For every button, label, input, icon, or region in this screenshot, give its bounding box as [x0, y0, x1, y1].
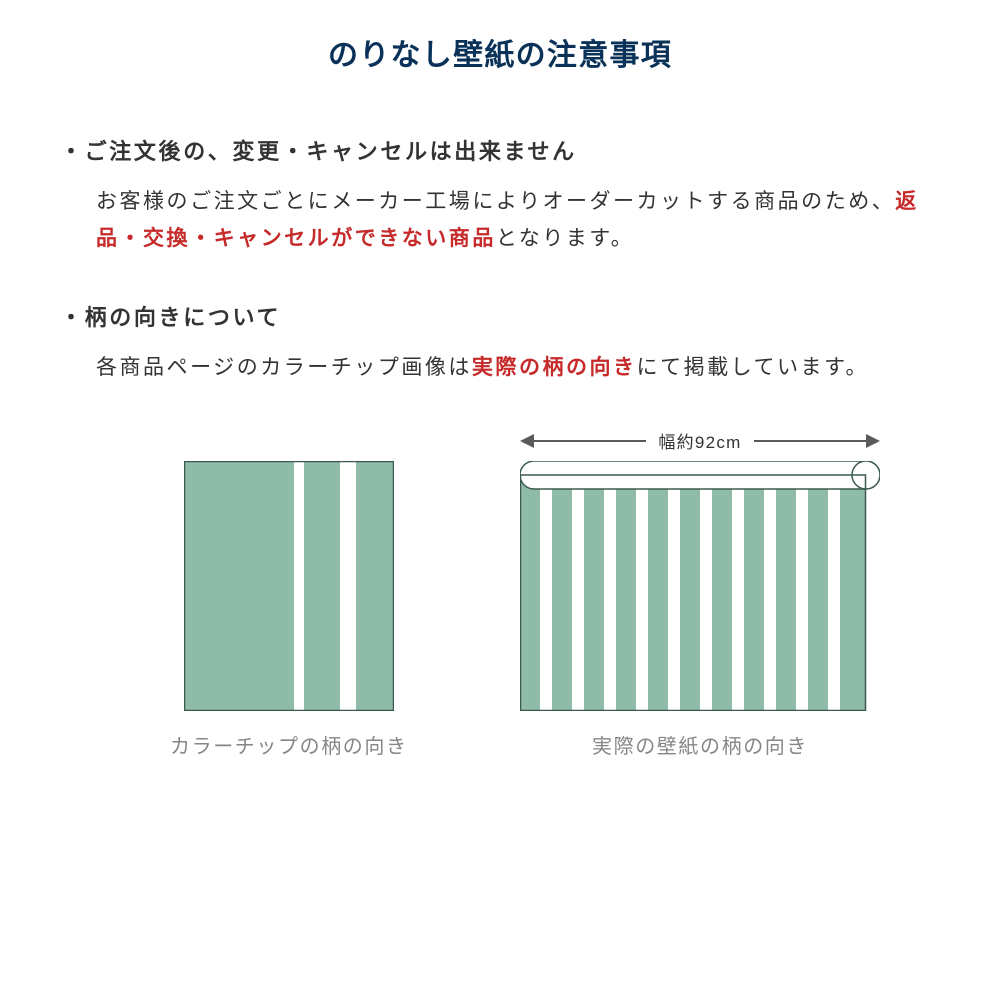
chip-caption: カラーチップの柄の向き [170, 730, 408, 759]
bullet-block: ・ご注文後の、変更・キャンセルは出来ませんお客様のご注文ごとにメーカー工場により… [60, 134, 940, 258]
emphasis-text: 実際の柄の向き [472, 356, 637, 379]
dimension-line [754, 440, 866, 442]
left-arrow-icon [520, 434, 534, 448]
roll-svg [520, 461, 880, 711]
roll-diagram-col: 幅約92cm 実際の壁紙の柄の向き [520, 428, 880, 759]
bullet-head: ・柄の向きについて [60, 300, 940, 332]
body-text: となります。 [496, 227, 634, 250]
dimension-label: 幅約92cm [646, 428, 753, 453]
chip-swatch [184, 461, 394, 716]
body-text: にて掲載しています。 [637, 356, 869, 379]
bullet-head: ・ご注文後の、変更・キャンセルは出来ません [60, 134, 940, 166]
dimension-line [534, 440, 646, 442]
diagrams-row: カラーチップの柄の向き 幅約92cm 実際の壁紙の柄の向き [60, 428, 940, 759]
chip-diagram-col: カラーチップの柄の向き [170, 461, 408, 759]
bullet-body: 各商品ページのカラーチップ画像は実際の柄の向きにて掲載しています。 [60, 350, 940, 387]
page-title: のりなし壁紙の注意事項 [60, 30, 940, 74]
roll-caption: 実際の壁紙の柄の向き [592, 730, 808, 759]
bullet-body: お客様のご注文ごとにメーカー工場によりオーダーカットする商品のため、返品・交換・… [60, 184, 940, 258]
dimension-row: 幅約92cm [520, 428, 880, 453]
bullet-block: ・柄の向きについて各商品ページのカラーチップ画像は実際の柄の向きにて掲載していま… [60, 300, 940, 387]
roll-swatch [520, 461, 880, 716]
chip-svg [184, 461, 394, 711]
body-text: 各商品ページのカラーチップ画像は [96, 356, 472, 379]
body-text: お客様のご注文ごとにメーカー工場によりオーダーカットする商品のため、 [96, 190, 895, 213]
right-arrow-icon [866, 434, 880, 448]
